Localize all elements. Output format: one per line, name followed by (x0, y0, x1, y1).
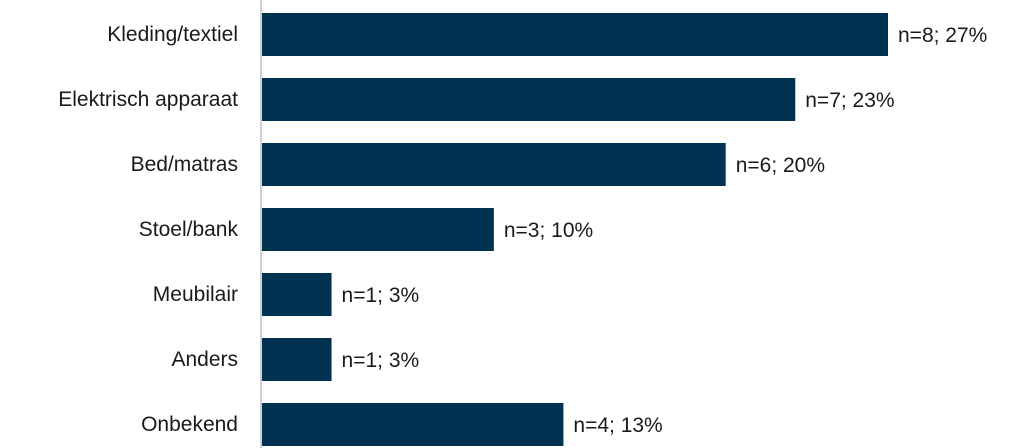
data-label-1: n=7; 23% (805, 89, 894, 112)
data-label-0: n=8; 27% (898, 24, 987, 47)
data-label-5: n=1; 3% (342, 349, 420, 372)
data-labels-group: n=8; 27% n=7; 23% n=6; 20% n=3; 10% n=1; 3% n… (342, 24, 988, 437)
category-label-1: Elektrisch apparaat (58, 88, 238, 111)
data-label-4: n=1; 3% (342, 284, 420, 307)
bar-1 (262, 78, 796, 121)
category-label-0: Kleding/textiel (107, 23, 238, 46)
category-label-3: Stoel/bank (139, 218, 239, 241)
data-label-6: n=4; 13% (573, 414, 662, 437)
bars-group (262, 13, 888, 446)
bar-2 (262, 143, 726, 186)
category-label-2: Bed/matras (131, 153, 238, 176)
category-label-6: Onbekend (141, 413, 238, 436)
bar-6 (262, 403, 564, 446)
category-labels-group: Kleding/textiel Elektrisch apparaat Bed/ma… (58, 23, 238, 436)
bar-5 (262, 338, 332, 381)
bar-4 (262, 273, 332, 316)
data-label-2: n=6; 20% (736, 154, 825, 177)
category-label-4: Meubilair (153, 283, 238, 306)
data-label-3: n=3; 10% (504, 219, 593, 242)
category-label-5: Anders (171, 348, 238, 371)
bar-3 (262, 208, 494, 251)
bar-0 (262, 13, 888, 56)
